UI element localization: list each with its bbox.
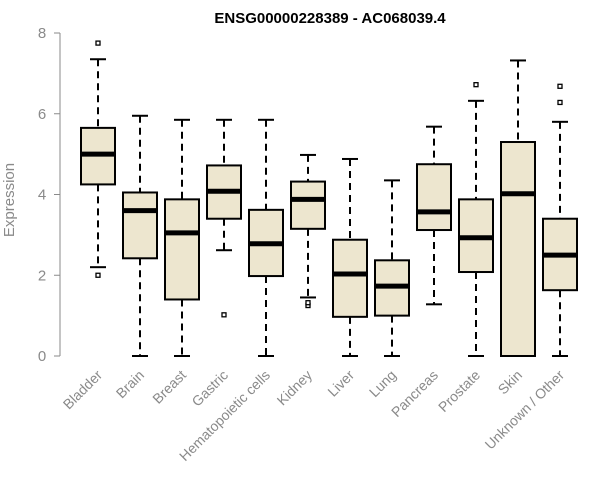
y-axis: 0 2 4 6 8 (38, 25, 61, 365)
y-tick-label: 0 (38, 348, 46, 365)
box-group (332, 157, 368, 357)
outlier-point (557, 83, 563, 89)
x-category-label: Brain (113, 367, 147, 401)
box-group (290, 153, 326, 309)
iqr-box (164, 198, 200, 301)
box-group (80, 40, 116, 278)
x-category-label: Lung (366, 367, 399, 400)
x-category-label: Bladder (60, 367, 106, 413)
x-category-label: Breast (149, 367, 189, 407)
outlier-point (557, 99, 563, 106)
box-group (248, 118, 284, 357)
iqr-box (122, 191, 158, 260)
box-series (80, 40, 578, 357)
iqr-box (416, 163, 452, 232)
box-group (542, 83, 578, 357)
outlier-point (473, 82, 479, 88)
outlier-point (221, 312, 227, 318)
outlier-point (95, 272, 101, 278)
x-category-label: Liver (324, 367, 357, 400)
x-category-label: Skin (495, 367, 526, 398)
iqr-box (500, 141, 536, 357)
x-category-label: Kidney (274, 367, 316, 409)
chart-title: ENSG00000228389 - AC068039.4 (214, 10, 446, 27)
box-group (374, 179, 410, 357)
box-group (500, 59, 536, 357)
iqr-box (332, 238, 368, 318)
box-group (164, 118, 200, 357)
outlier-point (95, 40, 101, 46)
box-group (458, 82, 494, 357)
y-tick-label: 6 (38, 106, 46, 123)
iqr-box (290, 180, 326, 230)
y-tick-label: 4 (38, 187, 46, 204)
y-tick-label: 8 (38, 25, 46, 42)
box-group (122, 114, 158, 357)
y-tick-label: 2 (38, 267, 46, 284)
x-category-label: Pancreas (388, 367, 441, 420)
box-group (206, 118, 242, 318)
outlier-point (305, 300, 311, 306)
x-category-label: Prostate (435, 367, 483, 415)
box-group (416, 125, 452, 306)
x-category-label: Unknown / Other (482, 367, 568, 453)
y-axis-label: Expression (1, 163, 18, 237)
